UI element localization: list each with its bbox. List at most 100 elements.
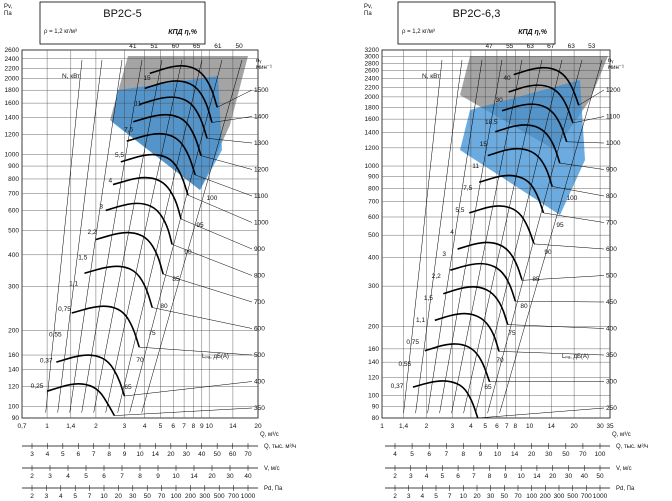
- scale-tick-label: 10: [518, 473, 526, 480]
- y-tick-label: 700: [368, 199, 379, 206]
- pressure-curve-350: [46, 383, 116, 416]
- scale-label: Pd, Па: [616, 486, 635, 492]
- scale-tick-label: 3: [30, 451, 34, 458]
- y-tick-label: 2800: [365, 60, 380, 67]
- power-label: 15: [143, 75, 151, 82]
- y-tick-label: 140: [368, 359, 379, 366]
- scale-label: Q, тыс. м³/ч: [264, 444, 296, 450]
- speed-leader-line: [152, 307, 253, 329]
- y-tick-label: 600: [8, 207, 19, 214]
- efficiency-value: 41: [129, 43, 137, 50]
- x-tick-label: 2: [94, 423, 98, 430]
- efficiency-value: 63: [568, 43, 576, 50]
- power-label: 5,5: [115, 152, 124, 159]
- scale-tick-label: 10: [460, 493, 468, 500]
- y-tick-label: 80: [372, 415, 380, 422]
- scale-tick-label: 14: [152, 451, 160, 458]
- speed-leader-line: [211, 116, 253, 123]
- scale-tick-label: 1000: [241, 493, 256, 500]
- scale-tick-label: 50: [596, 473, 604, 480]
- scale-tick-label: 9: [123, 451, 127, 458]
- scale-tick-label: 5: [61, 451, 65, 458]
- efficiency-value: 47: [486, 43, 494, 50]
- scale-tick-label: 8: [138, 473, 142, 480]
- scale-tick-label: 4: [46, 451, 50, 458]
- noise-label: 90: [544, 249, 552, 256]
- power-label: 0,55: [399, 361, 412, 368]
- chart-title: ВР2С-6,3: [453, 8, 501, 20]
- speed-leader-line: [533, 243, 605, 250]
- x-tick-label: 10: [206, 423, 214, 430]
- speed-axis-label: nᵧ: [256, 58, 261, 64]
- y-tick-label: 1800: [365, 104, 380, 111]
- scale-tick-label: 8: [488, 473, 492, 480]
- scale-tick-label: 3: [409, 473, 413, 480]
- title-box: [39, 1, 206, 45]
- y-tick-label: 300: [8, 283, 19, 290]
- scale-tick-label: 40: [244, 473, 252, 480]
- speed-tick-label: 350: [254, 405, 265, 412]
- speed-leader-line: [515, 300, 605, 303]
- scale-tick-label: 700: [228, 493, 239, 500]
- power-label: 11: [134, 101, 141, 108]
- scale-tick-label: 100: [171, 493, 182, 500]
- speed-tick-label: 600: [606, 246, 617, 253]
- y-tick-label: 90: [12, 415, 20, 422]
- power-label: 30: [496, 97, 504, 104]
- scale-tick-label: 10: [100, 493, 108, 500]
- pressure-curve-1100: [508, 84, 574, 124]
- pressure-curve-600: [84, 265, 154, 308]
- speed-tick-label: 1400: [254, 114, 269, 121]
- system-line: [499, 59, 603, 414]
- speed-tick-label: 1100: [606, 114, 620, 121]
- power-axis-label: N, кВт: [422, 73, 440, 80]
- scale-tick-label: 40: [581, 473, 589, 480]
- pressure-curve-1000: [501, 103, 568, 143]
- speed-tick-label: 250: [606, 405, 617, 412]
- y-tick-label: 1600: [365, 116, 380, 123]
- y-tick-label: 1000: [365, 163, 380, 170]
- y-tick-label: 800: [368, 185, 379, 192]
- y-tick-label: 1400: [5, 115, 20, 122]
- speed-leader-line: [217, 89, 253, 108]
- speed-leader-line: [559, 162, 605, 170]
- scale-tick-label: 3: [45, 493, 49, 500]
- speed-leader-line: [552, 186, 605, 197]
- noise-label: 95: [556, 222, 564, 229]
- speed-tick-label: 1000: [254, 220, 269, 227]
- scale-tick-label: 30: [183, 451, 191, 458]
- efficiency-value: 60: [172, 43, 180, 50]
- pressure-curve-900: [112, 176, 182, 220]
- power-label: 1,1: [69, 280, 78, 287]
- speed-tick-label: 800: [606, 193, 617, 200]
- pressure-curve-700: [95, 231, 164, 275]
- y-tick-label: 900: [8, 163, 19, 170]
- scale-tick-label: 30: [487, 493, 495, 500]
- x-tick-label: 6: [495, 423, 499, 430]
- system-line: [81, 59, 143, 413]
- y-tick-label: 2600: [365, 68, 380, 75]
- scale-tick-label: 8: [462, 451, 466, 458]
- pressure-curve-300: [424, 343, 491, 383]
- scale-tick-label: 10: [136, 451, 144, 458]
- speed-tick-label: 400: [606, 326, 617, 333]
- pressure-curve-800: [105, 202, 173, 245]
- y-tick-label: 900: [368, 174, 379, 181]
- power-label: 0,37: [391, 383, 404, 390]
- x-axis-label: Q, м³/с: [612, 432, 631, 438]
- x-tick-label: 2: [425, 423, 429, 430]
- speed-leader-line: [163, 273, 253, 303]
- system-line: [487, 59, 583, 414]
- scale-tick-label: 9: [479, 451, 483, 458]
- scale-tick-label: 30: [129, 493, 137, 500]
- y-tick-label: 2200: [365, 84, 380, 91]
- system-line: [427, 59, 483, 414]
- noise-label: 75: [508, 330, 516, 337]
- y-tick-label: 100: [368, 393, 379, 400]
- y-tick-label: 160: [368, 346, 379, 353]
- power-label: 11: [472, 163, 479, 170]
- system-line: [463, 59, 543, 414]
- power-label: 15: [480, 141, 488, 148]
- y-tick-label: 200: [368, 324, 379, 331]
